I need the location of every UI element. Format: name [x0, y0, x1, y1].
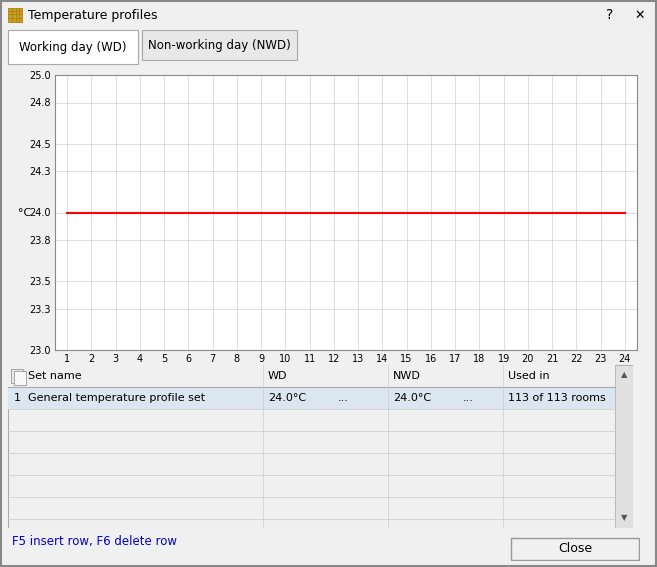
Text: Used in: Used in: [508, 371, 550, 381]
Text: General temperature profile set: General temperature profile set: [28, 393, 205, 403]
Text: Temperature profiles: Temperature profiles: [28, 9, 158, 22]
Bar: [8, 365, 615, 387]
Text: ✕: ✕: [635, 9, 645, 22]
Text: F5 insert row, F6 delete row: F5 insert row, F6 delete row: [12, 535, 177, 548]
Bar: [14, 371, 26, 385]
Text: ▲: ▲: [621, 370, 627, 379]
Text: 1: 1: [14, 393, 21, 403]
Text: Working day (WD): Working day (WD): [19, 40, 127, 53]
Text: 24.0°C: 24.0°C: [268, 393, 306, 403]
Text: 24.0°C: 24.0°C: [393, 393, 431, 403]
Text: Close: Close: [558, 543, 592, 556]
X-axis label: Time/h: Time/h: [327, 367, 365, 377]
Bar: [8, 387, 615, 409]
Text: 113 of 113 rooms: 113 of 113 rooms: [508, 393, 606, 403]
Y-axis label: °C: °C: [18, 208, 32, 218]
Text: WD: WD: [268, 371, 288, 381]
Text: NWD: NWD: [393, 371, 421, 381]
Text: Non-working day (NWD): Non-working day (NWD): [148, 39, 290, 52]
Text: ▼: ▼: [621, 514, 627, 523]
Bar: [142, 30, 297, 60]
Bar: [11, 369, 23, 383]
Text: ?: ?: [606, 8, 614, 22]
Bar: [615, 365, 633, 528]
Text: ...: ...: [463, 393, 474, 403]
Text: Set name: Set name: [28, 371, 81, 381]
Bar: [8, 30, 138, 64]
Text: ...: ...: [338, 393, 349, 403]
Bar: [8, 8, 22, 22]
